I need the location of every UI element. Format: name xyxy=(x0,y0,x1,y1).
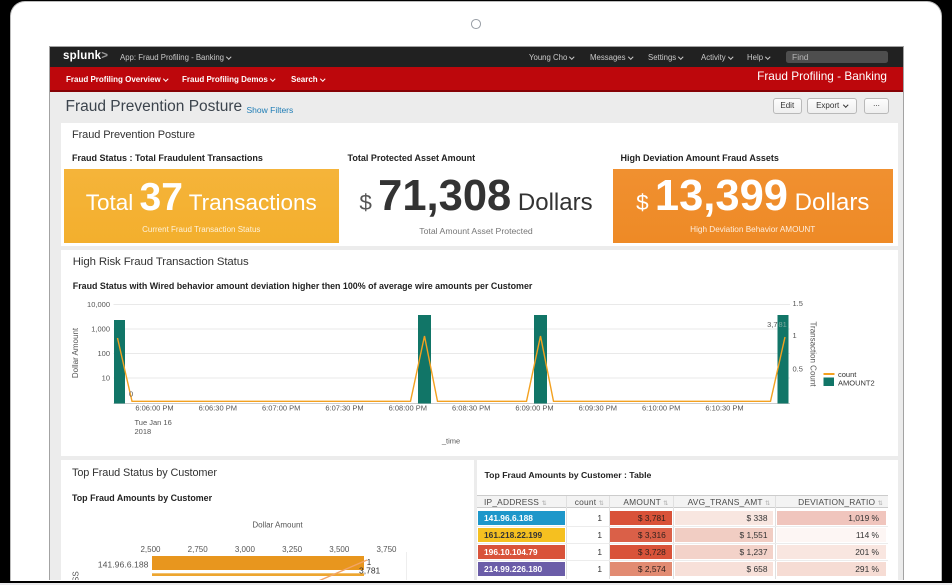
svg-text:2018: 2018 xyxy=(134,427,151,436)
svg-text:6:09:30 PM: 6:09:30 PM xyxy=(578,404,616,413)
svg-text:3,750: 3,750 xyxy=(376,545,397,554)
svg-text:Dollar Amount: Dollar Amount xyxy=(252,521,303,530)
svg-text:10: 10 xyxy=(101,374,109,383)
svg-text:3,000: 3,000 xyxy=(234,545,255,554)
svg-text:141.96.6.188: 141.96.6.188 xyxy=(97,560,148,570)
svg-text:0: 0 xyxy=(129,390,133,399)
svg-text:3,250: 3,250 xyxy=(282,545,303,554)
svg-text:100: 100 xyxy=(97,349,110,358)
svg-text:IP_ADDRESS: IP_ADDRESS xyxy=(71,571,80,580)
svg-text:1,000: 1,000 xyxy=(91,325,110,334)
svg-text:3,500: 3,500 xyxy=(329,545,350,554)
svg-text:count: count xyxy=(838,370,857,379)
svg-text:10,000: 10,000 xyxy=(87,300,110,309)
svg-text:6:06:00 PM: 6:06:00 PM xyxy=(135,404,173,413)
svg-text:0.5: 0.5 xyxy=(792,364,802,373)
svg-text:6:08:00 PM: 6:08:00 PM xyxy=(388,404,426,413)
svg-text:_time: _time xyxy=(440,437,459,446)
svg-text:6:10:00 PM: 6:10:00 PM xyxy=(642,404,680,413)
svg-text:Tue Jan 16: Tue Jan 16 xyxy=(134,418,171,427)
svg-text:2,750: 2,750 xyxy=(187,545,208,554)
svg-text:81: 81 xyxy=(778,320,786,329)
svg-text:6:06:30 PM: 6:06:30 PM xyxy=(198,404,236,413)
svg-text:3,781: 3,781 xyxy=(359,566,381,576)
svg-text:6:09:00 PM: 6:09:00 PM xyxy=(515,404,553,413)
svg-text:6:07:00 PM: 6:07:00 PM xyxy=(262,404,300,413)
svg-text:2,500: 2,500 xyxy=(140,545,161,554)
svg-text:1: 1 xyxy=(792,331,796,340)
svg-text:6:07:30 PM: 6:07:30 PM xyxy=(325,404,363,413)
svg-text:1: 1 xyxy=(366,558,371,567)
svg-text:6:10:30 PM: 6:10:30 PM xyxy=(705,404,743,413)
svg-text:Dollar Amount: Dollar Amount xyxy=(71,327,80,378)
svg-text:1.5: 1.5 xyxy=(792,299,802,308)
svg-text:Transaction Count: Transaction Count xyxy=(808,321,817,387)
svg-text:6:08:30 PM: 6:08:30 PM xyxy=(452,404,490,413)
svg-text:AMOUNT2: AMOUNT2 xyxy=(838,379,875,388)
svg-text:3,7: 3,7 xyxy=(767,320,777,329)
